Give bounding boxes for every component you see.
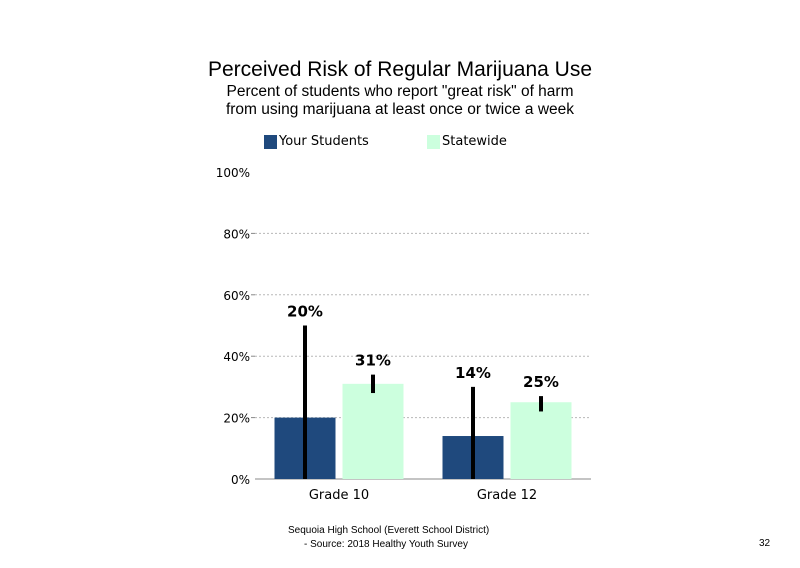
legend-label-your-students: Your Students: [279, 134, 369, 149]
bar: [342, 383, 404, 479]
data-label: 25%: [523, 373, 559, 391]
data-label: 31%: [355, 352, 391, 370]
chart-subtitle-line1: Percent of students who report "great ri…: [226, 83, 574, 100]
legend-item-your-students: Your Students: [264, 134, 369, 149]
chart-title: Perceived Risk of Regular Marijuana Use: [208, 58, 592, 81]
x-tick-label: Grade 10: [309, 488, 369, 503]
chart-subtitle-line2: from using marijuana at least once or tw…: [225, 101, 575, 118]
y-tick-label: 20%: [223, 412, 250, 426]
x-tick-label: Grade 12: [477, 488, 537, 503]
y-tick-label: 80%: [223, 227, 250, 241]
bar: [510, 402, 572, 479]
page-number: 32: [759, 538, 771, 549]
y-tick-label: 40%: [223, 350, 250, 364]
footer-source: - Source: 2018 Healthy Youth Survey: [304, 539, 468, 550]
legend-swatch-statewide: [427, 134, 440, 149]
y-tick-label: 60%: [223, 289, 250, 303]
data-label: 20%: [287, 303, 323, 321]
y-tick-label: 100%: [216, 166, 250, 180]
legend-label-statewide: Statewide: [442, 134, 507, 149]
legend-swatch-your-students: [264, 134, 277, 149]
legend-item-statewide: Statewide: [427, 134, 507, 149]
data-label: 14%: [455, 364, 491, 382]
y-tick-label: 0%: [231, 473, 250, 487]
footer-school: Sequoia High School (Everett School Dist…: [288, 525, 490, 536]
